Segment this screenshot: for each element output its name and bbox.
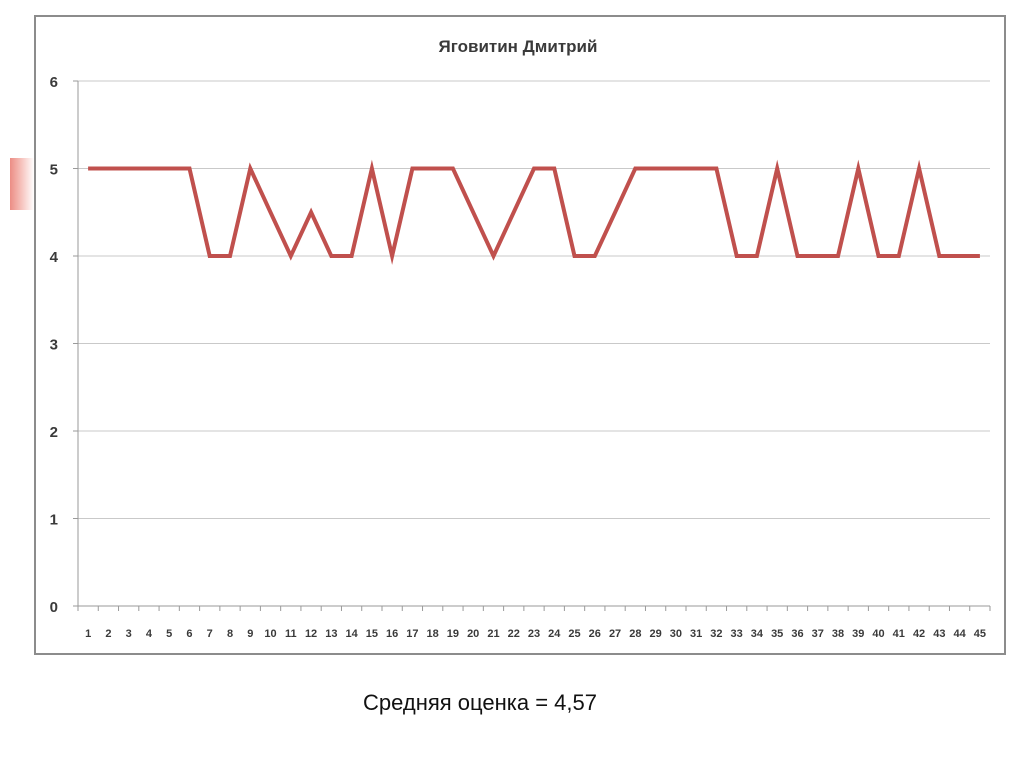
x-tick-label: 38 [832, 628, 844, 640]
x-tick-label: 20 [467, 628, 479, 640]
chart-title: Яговитин Дмитрий [439, 37, 598, 56]
y-tick-label: 6 [50, 74, 58, 91]
x-tick-label: 27 [609, 628, 621, 640]
x-tick-label: 35 [771, 628, 783, 640]
x-tick-label: 4 [146, 628, 153, 640]
x-tick-label: 11 [285, 628, 297, 640]
x-tick-label: 23 [528, 628, 540, 640]
data-series [88, 159, 980, 265]
slide-accent-decoration [10, 158, 34, 210]
x-tick-label: 16 [386, 628, 398, 640]
x-tick-label: 36 [791, 628, 803, 640]
x-tick-label: 8 [227, 628, 233, 640]
x-tick-label: 13 [325, 628, 337, 640]
x-tick-label: 10 [264, 628, 276, 640]
x-tick-label: 12 [305, 628, 317, 640]
y-tick-label: 1 [50, 512, 58, 529]
y-tick-label: 0 [50, 599, 58, 616]
x-tick-label: 17 [406, 628, 418, 640]
x-tick-label: 29 [649, 628, 661, 640]
y-tick-label: 3 [50, 337, 58, 354]
x-tick-label: 5 [166, 628, 172, 640]
x-tick-label: 22 [508, 628, 520, 640]
x-tick-label: 19 [447, 628, 459, 640]
x-tick-label: 6 [186, 628, 192, 640]
x-tick-label: 26 [589, 628, 601, 640]
x-tick-label: 18 [427, 628, 439, 640]
y-tick-label: 4 [50, 249, 59, 266]
x-tick-label: 28 [629, 628, 641, 640]
x-tick-label: 33 [731, 628, 743, 640]
x-tick-label: 7 [207, 628, 213, 640]
x-tick-label: 43 [933, 628, 945, 640]
gridlines [78, 80, 990, 519]
x-tick-label: 39 [852, 628, 864, 640]
x-tick-label: 14 [345, 628, 358, 640]
x-tick-label: 42 [913, 628, 925, 640]
x-tick-label: 41 [893, 628, 905, 640]
average-score-caption: Средняя оценка = 4,57 [362, 690, 597, 715]
chart-frame [34, 15, 1006, 655]
x-tick-label: 45 [974, 628, 986, 640]
y-tick-label: 2 [50, 424, 58, 441]
x-tick-label: 15 [366, 628, 378, 640]
x-tick-label: 31 [690, 628, 702, 640]
series-line [88, 159, 980, 265]
x-tick-label: 32 [710, 628, 722, 640]
x-tick-label: 44 [953, 628, 966, 640]
y-axis-tick-labels: 0 1 2 3 4 5 6 [50, 74, 59, 616]
axes [73, 80, 991, 611]
y-tick-label: 5 [50, 162, 58, 179]
x-tick-label: 21 [487, 628, 499, 640]
x-axis-tick-labels: 1 2 3 4 5 6 7 8 9 10 11 12 13 14 15 16 17 18 19 20 21 22 23 24 2… [85, 628, 986, 640]
x-tick-label: 25 [568, 628, 580, 640]
x-tick-label: 2 [105, 628, 111, 640]
x-tick-label: 24 [548, 628, 561, 640]
x-tick-label: 40 [872, 628, 884, 640]
x-tick-label: 1 [85, 628, 91, 640]
x-tick-label: 9 [247, 628, 253, 640]
x-tick-label: 37 [812, 628, 824, 640]
x-tick-label: 34 [751, 628, 764, 640]
x-tick-label: 30 [670, 628, 682, 640]
x-tick-label: 3 [126, 628, 132, 640]
